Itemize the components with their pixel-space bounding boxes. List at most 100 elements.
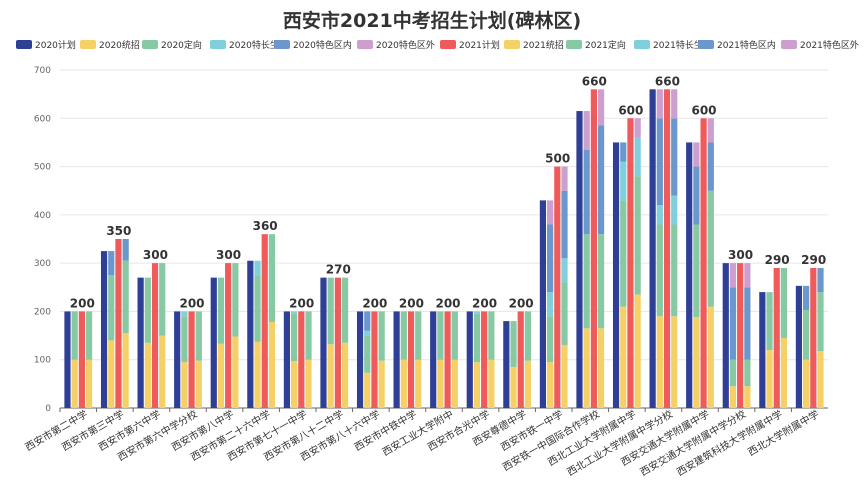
bar-2021-composition[interactable] <box>524 311 532 361</box>
bar-2021-plan[interactable] <box>773 267 780 408</box>
bar-2021-composition[interactable] <box>707 142 714 191</box>
bar-2020-plan[interactable] <box>283 311 291 408</box>
bar-2021-composition[interactable] <box>159 263 166 336</box>
bar-2020-composition[interactable] <box>729 263 737 288</box>
bar-2020-composition[interactable] <box>254 260 261 276</box>
bar-2020-composition[interactable] <box>217 277 225 344</box>
bar-2021-plan[interactable] <box>407 311 415 408</box>
bar-2020-composition[interactable] <box>108 275 115 341</box>
bar-2020-composition[interactable] <box>364 372 371 408</box>
legend-item-label[interactable]: 2020计划 <box>35 39 76 51</box>
bar-2021-plan[interactable] <box>663 89 671 409</box>
legend-swatch[interactable] <box>210 40 226 49</box>
bar-2020-composition[interactable] <box>473 362 481 408</box>
bar-2020-composition[interactable] <box>620 200 627 307</box>
bar-2020-composition[interactable] <box>510 366 517 408</box>
legend-item-label[interactable]: 2021计划 <box>459 39 500 51</box>
bar-2020-plan[interactable] <box>795 285 803 408</box>
bar-2021-composition[interactable] <box>122 239 129 261</box>
bar-2020-composition[interactable] <box>400 359 407 408</box>
bar-2020-composition[interactable] <box>181 316 188 363</box>
bar-2020-composition[interactable] <box>656 118 663 206</box>
bar-2021-plan[interactable] <box>517 311 524 408</box>
bar-2021-composition[interactable] <box>341 342 349 408</box>
bar-2020-composition[interactable] <box>583 234 590 329</box>
bar-2021-composition[interactable] <box>122 260 129 334</box>
bar-2021-composition[interactable] <box>744 359 751 387</box>
bar-2021-composition[interactable] <box>744 386 751 408</box>
bar-2021-composition[interactable] <box>671 118 678 196</box>
bar-2020-composition[interactable] <box>620 142 627 162</box>
bar-2021-composition[interactable] <box>671 316 678 408</box>
bar-2021-plan[interactable] <box>481 311 488 408</box>
bar-2021-composition[interactable] <box>378 360 385 408</box>
bar-2020-composition[interactable] <box>510 321 517 367</box>
bar-2020-plan[interactable] <box>100 251 108 408</box>
bar-2021-composition[interactable] <box>195 311 202 361</box>
bar-2020-composition[interactable] <box>547 362 554 408</box>
legend-swatch[interactable] <box>504 40 520 49</box>
bar-2020-composition[interactable] <box>803 309 810 360</box>
bar-2021-composition[interactable] <box>122 333 129 408</box>
bar-2020-composition[interactable] <box>437 359 444 408</box>
bar-2020-composition[interactable] <box>364 311 371 331</box>
bar-2021-composition[interactable] <box>707 306 714 408</box>
bar-2020-composition[interactable] <box>108 340 115 408</box>
bar-2020-composition[interactable] <box>803 285 810 310</box>
bar-2021-plan[interactable] <box>261 234 268 408</box>
bar-2021-plan[interactable] <box>590 89 597 409</box>
bar-2020-composition[interactable] <box>656 316 663 408</box>
legend-item-label[interactable]: 2020特色区内 <box>293 39 352 51</box>
bar-2020-plan[interactable] <box>466 311 473 408</box>
legend-item-label[interactable]: 2020特色区外 <box>376 39 435 51</box>
bar-2020-composition[interactable] <box>693 224 700 318</box>
bar-2020-composition[interactable] <box>473 313 481 363</box>
bar-2020-composition[interactable] <box>729 386 737 408</box>
legend-swatch[interactable] <box>80 40 96 49</box>
bar-2021-plan[interactable] <box>627 118 634 409</box>
bar-2021-plan[interactable] <box>225 263 232 408</box>
bar-2021-composition[interactable] <box>305 311 312 360</box>
bar-2021-composition[interactable] <box>780 337 788 408</box>
legend-swatch[interactable] <box>274 40 290 49</box>
bar-2020-plan[interactable] <box>356 311 364 408</box>
legend-swatch[interactable] <box>634 40 650 49</box>
bar-2021-composition[interactable] <box>451 311 458 360</box>
bar-2020-composition[interactable] <box>144 277 151 343</box>
legend-item-label[interactable]: 2020定向 <box>161 39 202 51</box>
legend-swatch[interactable] <box>566 40 582 49</box>
bar-2020-plan[interactable] <box>64 311 71 408</box>
bar-2021-plan[interactable] <box>554 166 561 408</box>
legend-item-label[interactable]: 2020统招 <box>99 39 140 51</box>
bar-2020-composition[interactable] <box>656 205 663 225</box>
bar-2021-composition[interactable] <box>159 335 166 408</box>
bar-2021-composition[interactable] <box>817 292 824 352</box>
legend-item-label[interactable]: 2021特色区内 <box>717 39 776 51</box>
bar-2020-composition[interactable] <box>291 311 298 314</box>
legend-swatch[interactable] <box>781 40 797 49</box>
bar-2020-composition[interactable] <box>583 149 590 235</box>
bar-2020-plan[interactable] <box>503 321 510 408</box>
bar-2020-composition[interactable] <box>181 362 188 408</box>
bar-2021-composition[interactable] <box>707 118 714 143</box>
bar-2021-plan[interactable] <box>737 263 744 408</box>
bar-2021-composition[interactable] <box>451 359 458 408</box>
bar-2020-composition[interactable] <box>547 224 554 293</box>
bar-2020-composition[interactable] <box>364 330 371 336</box>
bar-2020-composition[interactable] <box>254 275 261 342</box>
bar-2020-composition[interactable] <box>656 89 663 119</box>
bar-2021-plan[interactable] <box>810 267 817 408</box>
bar-2021-plan[interactable] <box>371 311 378 408</box>
bar-2021-composition[interactable] <box>268 234 276 323</box>
bar-2021-composition[interactable] <box>671 224 678 317</box>
bar-2021-composition[interactable] <box>561 345 568 408</box>
bar-2020-composition[interactable] <box>547 292 554 317</box>
bar-2021-composition[interactable] <box>415 311 422 360</box>
bar-2021-composition[interactable] <box>597 125 605 235</box>
bar-2021-plan[interactable] <box>444 311 451 408</box>
bar-2020-plan[interactable] <box>430 311 437 408</box>
bar-2020-composition[interactable] <box>327 277 334 345</box>
bar-2021-composition[interactable] <box>597 89 605 126</box>
bar-2021-composition[interactable] <box>671 89 678 119</box>
legend-item-label[interactable]: 2021定向 <box>585 39 626 51</box>
